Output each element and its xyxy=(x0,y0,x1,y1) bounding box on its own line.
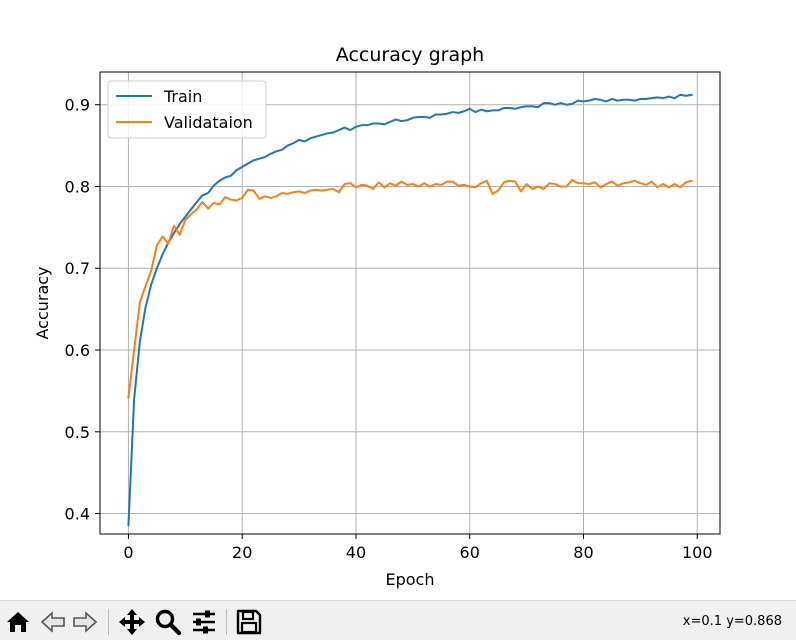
x-tick-label: 80 xyxy=(573,543,593,562)
x-tick-label: 40 xyxy=(346,543,366,562)
pan-icon xyxy=(119,609,145,635)
x-tick-label: 20 xyxy=(232,543,252,562)
home-icon xyxy=(7,612,29,632)
y-axis-label: Accuracy xyxy=(33,266,52,339)
chart-title: Accuracy graph xyxy=(336,44,484,66)
configure-subplots-icon xyxy=(193,610,215,634)
series-line-train xyxy=(127,93,693,527)
back-button[interactable] xyxy=(38,607,68,637)
y-tick-label: 0.6 xyxy=(65,341,90,360)
back-arrow-icon xyxy=(40,611,65,633)
y-tick-label: 0.5 xyxy=(65,423,90,442)
legend-label-train: Train xyxy=(163,87,202,106)
home-button[interactable] xyxy=(3,607,33,637)
grid xyxy=(100,72,720,534)
legend-label-validataion: Validataion xyxy=(164,113,253,132)
y-tick-label: 0.4 xyxy=(65,505,90,524)
y-tick-label: 0.7 xyxy=(65,259,90,278)
forward-button[interactable] xyxy=(70,607,100,637)
configure-subplots-button[interactable] xyxy=(189,607,219,637)
coordinate-readout: x=0.1 y=0.868 xyxy=(682,614,782,629)
zoom-icon xyxy=(155,609,182,636)
y-tick-label: 0.8 xyxy=(65,177,90,196)
save-icon xyxy=(236,609,262,635)
toolbar-separator xyxy=(108,609,109,635)
x-axis-label: Epoch xyxy=(386,570,435,589)
save-button[interactable] xyxy=(234,607,264,637)
figure: 0 20 40 60 80 100 0.4 0.5 0.6 0.7 0.8 0.9 Accuracy … xyxy=(33,44,721,589)
y-tick-label: 0.9 xyxy=(65,96,90,115)
series-lines xyxy=(127,93,693,527)
series-line-validataion xyxy=(127,178,693,399)
legend: Train Validataion xyxy=(107,80,267,139)
forward-arrow-icon xyxy=(73,611,98,633)
pan-button[interactable] xyxy=(117,607,147,637)
x-tick-label: 100 xyxy=(682,543,713,562)
toolbar-separator xyxy=(226,609,227,635)
zoom-button[interactable] xyxy=(153,607,183,637)
x-tick-label: 0 xyxy=(123,543,133,562)
ticks: 0 20 40 60 80 100 0.4 0.5 0.6 0.7 0.8 0.9 xyxy=(65,96,713,562)
navigation-toolbar: x=0.1 y=0.868 xyxy=(0,600,796,640)
accuracy-chart: 0 20 40 60 80 100 0.4 0.5 0.6 0.7 0.8 0.9 Accuracy … xyxy=(33,44,721,589)
x-tick-label: 60 xyxy=(460,543,480,562)
plot-area xyxy=(99,71,721,535)
